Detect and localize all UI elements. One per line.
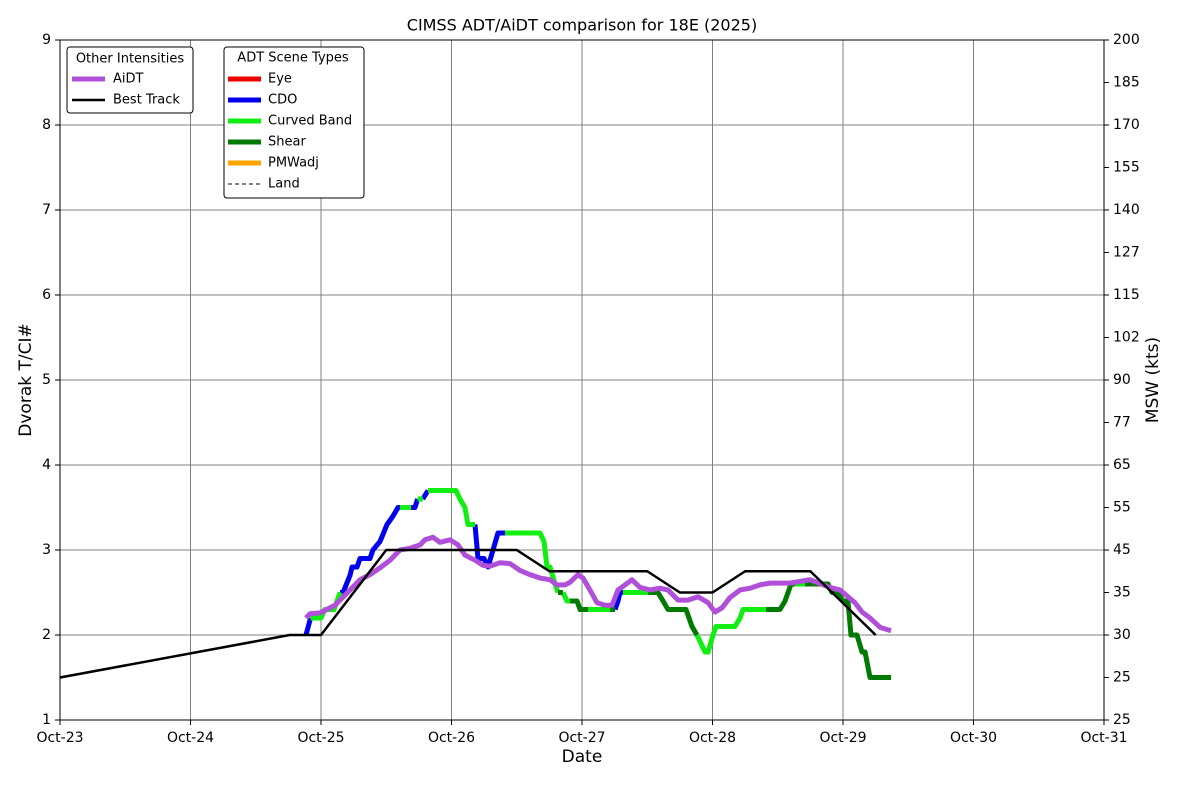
plot-lines (59, 488, 892, 680)
y2-tick-label: 25 (1113, 670, 1131, 686)
series-line (557, 581, 892, 680)
y2-tick-label: 55 (1113, 500, 1131, 516)
legend-label: Land (268, 177, 300, 192)
y-axis-label: Dvorak T/CI# (16, 323, 36, 436)
y2-tick-label: 77 (1113, 415, 1131, 431)
y-tick-label: 1 (42, 712, 51, 728)
y2-tick-label: 65 (1113, 457, 1131, 473)
x-tick-label: Oct-31 (1080, 730, 1127, 746)
legend-label: AiDT (113, 72, 144, 87)
legend-label: Shear (268, 135, 306, 150)
series-line (304, 534, 892, 634)
x-tick-label: Oct-26 (428, 730, 475, 746)
x-tick-label: Oct-28 (689, 730, 736, 746)
y2-tick-label: 170 (1113, 117, 1140, 133)
y-tick-label: 5 (42, 372, 51, 388)
y2-tick-label: 25 (1113, 712, 1131, 728)
grid (59, 39, 1105, 721)
legend-title: Other Intensities (76, 52, 185, 67)
chart-title: CIMSS ADT/AiDT comparison for 18E (2025) (407, 16, 757, 35)
y-tick-label: 7 (42, 202, 51, 218)
y2-tick-label: 140 (1113, 202, 1140, 218)
y-tick-label: 9 (42, 32, 51, 48)
y-tick-label: 8 (42, 117, 51, 133)
legend-label: Eye (268, 72, 292, 87)
y-tick-label: 4 (42, 457, 51, 473)
y2-tick-label: 200 (1113, 32, 1140, 48)
legend-box (66, 46, 194, 114)
legend-label: Curved Band (268, 114, 352, 129)
axes: Oct-23 Oct-24 Oct-25 Oct-26 Oct-27 Oct-28 Oct-… (36, 32, 1139, 746)
x-tick-label: Oct-24 (167, 730, 214, 746)
series-line (59, 548, 877, 679)
legend-label: PMWadj (268, 156, 319, 171)
x-tick-label: Oct-23 (36, 730, 83, 746)
y2-tick-label: 45 (1113, 542, 1131, 558)
legend-box (223, 46, 365, 199)
x-axis-label: Date (562, 747, 603, 767)
x-tick-label: Oct-30 (950, 730, 997, 746)
y2-tick-label: 127 (1113, 245, 1140, 261)
y-tick-label: 2 (42, 627, 51, 643)
y2-axis-label: MSW (kts) (1143, 337, 1163, 423)
y-tick-label: 3 (42, 542, 51, 558)
x-tick-label: Oct-27 (558, 730, 605, 746)
x-tick-label: Oct-29 (819, 730, 866, 746)
series-line (303, 489, 623, 636)
legend-label: Best Track (113, 93, 180, 108)
y2-tick-label: 30 (1113, 627, 1131, 643)
y2-tick-label: 115 (1113, 287, 1140, 303)
legend-title: ADT Scene Types (237, 51, 349, 66)
y2-tick-label: 155 (1113, 160, 1140, 176)
y-tick-label: 6 (42, 287, 51, 303)
x-tick-label: Oct-25 (297, 730, 344, 746)
y2-tick-label: 185 (1113, 75, 1140, 91)
y2-tick-label: 102 (1113, 330, 1140, 346)
legend: Other Intensities AiDT Best Track ADT Scene… (72, 51, 352, 192)
y2-tick-label: 35 (1113, 585, 1131, 601)
y2-tick-label: 90 (1113, 372, 1131, 388)
legend-label: CDO (268, 93, 297, 108)
